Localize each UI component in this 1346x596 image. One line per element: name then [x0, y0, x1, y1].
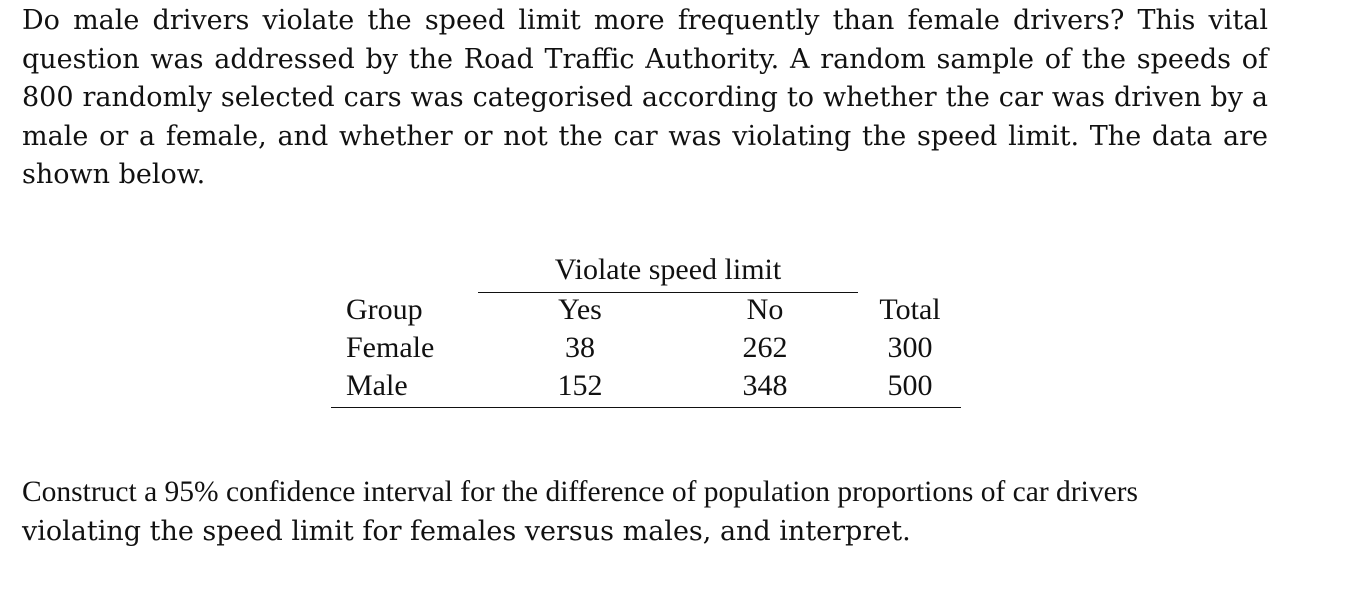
row-female-no: 262: [742, 331, 788, 364]
header-group: Group: [346, 293, 423, 326]
problem-intro: Do male drivers violate the speed limit …: [22, 5, 1268, 191]
row-female-group: Female: [346, 331, 435, 364]
row-male-total: 500: [887, 369, 933, 402]
row-female-total: 300: [887, 331, 933, 364]
row-female-yes: 38: [565, 331, 595, 364]
header-total: Total: [879, 293, 941, 326]
problem-question: Construct a 95% confidence interval for …: [22, 473, 1268, 551]
table-bottom-rule: [331, 407, 961, 408]
header-yes: Yes: [558, 293, 602, 326]
row-male-yes: 152: [557, 369, 603, 402]
spanner-rule: [478, 292, 858, 293]
row-male-group: Male: [346, 369, 408, 402]
question-line-1: Construct a 95% confidence interval for …: [22, 476, 1138, 508]
question-line-2: violating the speed limit for females ve…: [22, 515, 911, 547]
table-spanner-header: Violate speed limit: [554, 253, 782, 286]
row-male-no: 348: [742, 369, 788, 402]
header-no: No: [746, 293, 784, 326]
